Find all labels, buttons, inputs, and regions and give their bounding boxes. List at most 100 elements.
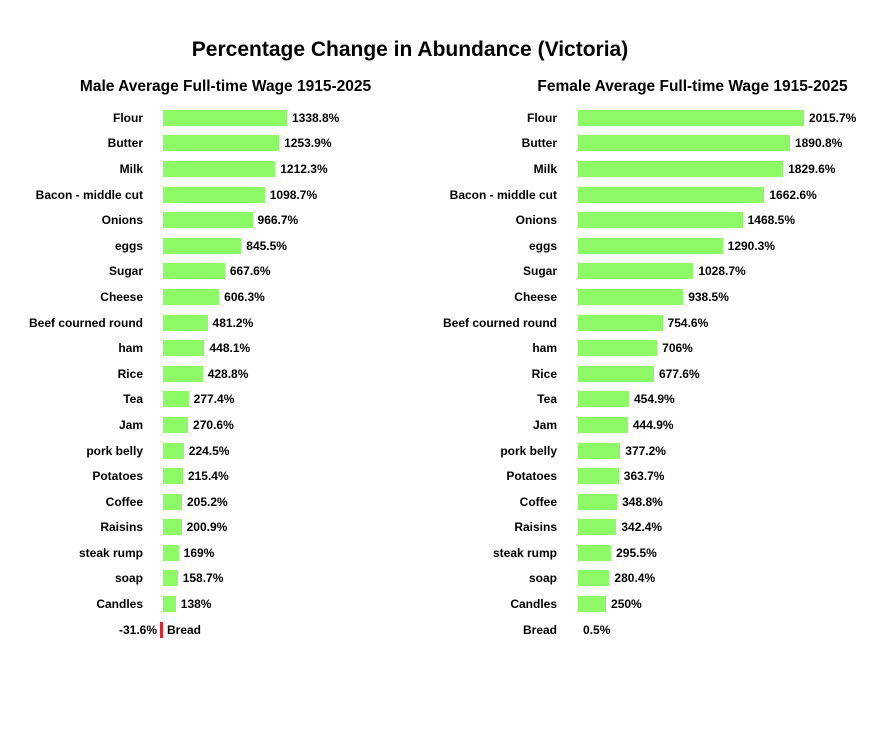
- category-label: Rice: [0, 367, 163, 381]
- chart-row: eggs 845.5%: [0, 233, 443, 259]
- value-label: 0.5%: [583, 623, 610, 637]
- value-label: 348.8%: [622, 495, 663, 509]
- category-label: Rice: [443, 367, 578, 381]
- category-label: Sugar: [0, 264, 163, 278]
- chart-row: Onions 1468.5%: [443, 207, 886, 233]
- category-label: Candles: [0, 597, 163, 611]
- value-label: 363.7%: [624, 469, 665, 483]
- chart-row: Candles 138%: [0, 591, 443, 617]
- value-label: 677.6%: [659, 367, 700, 381]
- category-label: Onions: [443, 213, 578, 227]
- bar: [578, 161, 783, 177]
- male-chart-title: Male Average Full-time Wage 1915-2025: [4, 78, 447, 96]
- bar: [163, 263, 225, 279]
- value-label: 1290.3%: [728, 239, 775, 253]
- chart-row: -31.6%Bread: [0, 617, 443, 643]
- value-label: 606.3%: [224, 290, 265, 304]
- bar: [578, 494, 617, 510]
- value-label: 1468.5%: [748, 213, 795, 227]
- category-label: steak rump: [0, 546, 163, 560]
- bar: [163, 289, 219, 305]
- value-label: 706%: [662, 341, 693, 355]
- category-label: pork belly: [443, 444, 578, 458]
- value-label: 270.6%: [193, 418, 234, 432]
- category-label: Onions: [0, 213, 163, 227]
- bar: [578, 366, 654, 382]
- bar: [578, 135, 790, 151]
- value-label: 938.5%: [688, 290, 729, 304]
- category-label: Butter: [0, 136, 163, 150]
- value-label: 138%: [181, 597, 212, 611]
- chart-row: Tea 277.4%: [0, 387, 443, 413]
- value-label: 454.9%: [634, 392, 675, 406]
- bar: [163, 443, 184, 459]
- value-label: 667.6%: [230, 264, 271, 278]
- value-label: 224.5%: [189, 444, 230, 458]
- chart-row: ham 706%: [443, 335, 886, 361]
- bar: [578, 417, 628, 433]
- value-label: 295.5%: [616, 546, 657, 560]
- category-label: Beef courned round: [0, 316, 163, 330]
- category-label: Tea: [0, 392, 163, 406]
- chart-row: Coffee 348.8%: [443, 489, 886, 515]
- bar: [578, 391, 629, 407]
- figure: Percentage Change in Abundance (Victoria…: [0, 38, 886, 642]
- bar: [163, 417, 188, 433]
- category-label: Flour: [0, 111, 163, 125]
- bar: [163, 494, 182, 510]
- value-label: 428.8%: [208, 367, 249, 381]
- bar: [578, 519, 616, 535]
- category-label: Bacon - middle cut: [0, 188, 163, 202]
- chart-row: Milk 1212.3%: [0, 156, 443, 182]
- category-label: Candles: [443, 597, 578, 611]
- category-label: Potatoes: [0, 469, 163, 483]
- bar: [163, 519, 182, 535]
- value-label: 481.2%: [213, 316, 254, 330]
- value-label: 1829.6%: [788, 162, 835, 176]
- category-label: steak rump: [443, 546, 578, 560]
- value-label: 845.5%: [246, 239, 287, 253]
- bar: [163, 468, 183, 484]
- chart-row: Rice 428.8%: [0, 361, 443, 387]
- category-label: soap: [0, 571, 163, 585]
- value-label: 2015.7%: [809, 111, 856, 125]
- category-label: Raisins: [0, 520, 163, 534]
- category-label: Tea: [443, 392, 578, 406]
- bar: [163, 545, 179, 561]
- bar: [578, 596, 606, 612]
- category-label: Coffee: [443, 495, 578, 509]
- charts-container: Male Average Full-time Wage 1915-2025 Fl…: [0, 62, 886, 642]
- bar: [163, 596, 176, 612]
- bar: [578, 315, 663, 331]
- bar: [578, 212, 743, 228]
- bar: [578, 263, 693, 279]
- bar: [578, 110, 804, 126]
- bar: [578, 289, 683, 305]
- value-label: 1253.9%: [284, 136, 331, 150]
- chart-row: steak rump 295.5%: [443, 540, 886, 566]
- category-label: ham: [443, 341, 578, 355]
- value-label: 1212.3%: [280, 162, 327, 176]
- category-label: Milk: [0, 162, 163, 176]
- bar: [160, 622, 163, 638]
- bar: [578, 238, 723, 254]
- chart-row: Tea 454.9%: [443, 387, 886, 413]
- category-label: eggs: [0, 239, 163, 253]
- value-label: 277.4%: [194, 392, 235, 406]
- male-wage-chart: Male Average Full-time Wage 1915-2025 Fl…: [0, 62, 443, 642]
- category-label: Butter: [443, 136, 578, 150]
